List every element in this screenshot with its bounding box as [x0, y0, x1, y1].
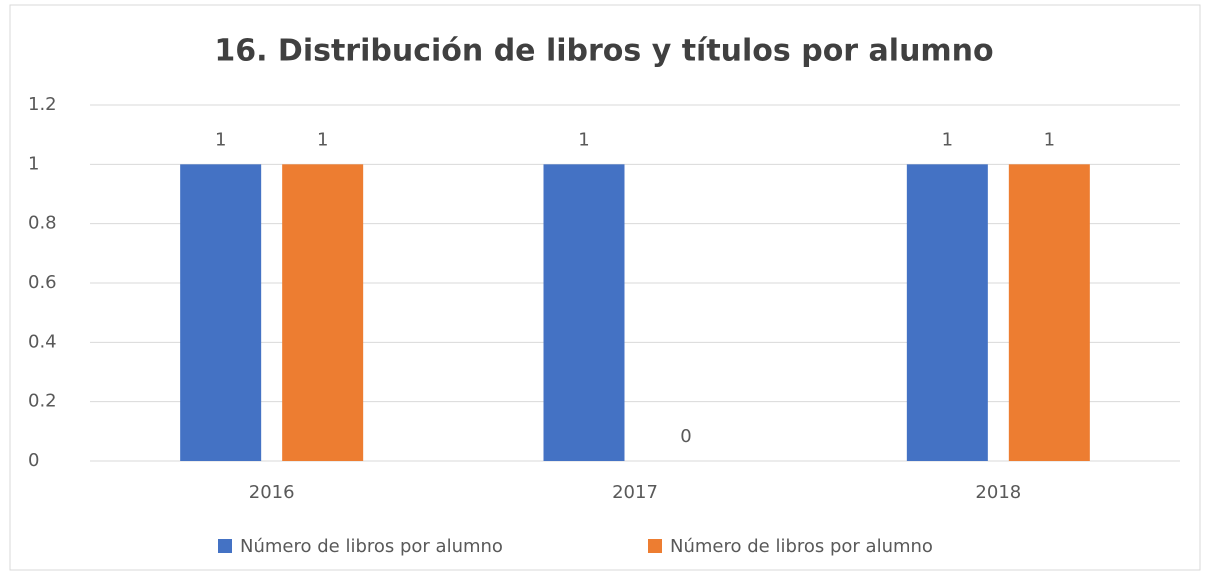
bar [906, 164, 988, 462]
legend-label: Número de libros por alumno [240, 536, 503, 557]
legend-swatch [218, 539, 232, 553]
bar [1008, 164, 1090, 462]
y-tick-label: 0 [28, 450, 39, 471]
x-tick-label: 2018 [975, 482, 1021, 503]
legend-label: Número de libros por alumno [670, 536, 933, 557]
data-label: 1 [578, 129, 589, 150]
bar [180, 164, 262, 462]
y-tick-label: 0.6 [28, 272, 57, 293]
bar [282, 164, 364, 462]
legend-swatch [648, 539, 662, 553]
chart-title: 16. Distribución de libros y títulos por… [214, 34, 993, 69]
data-label: 1 [1044, 129, 1055, 150]
y-tick-label: 1 [28, 153, 39, 174]
y-tick-label: 0.2 [28, 391, 57, 412]
x-tick-label: 2017 [612, 482, 658, 503]
y-tick-label: 0.4 [28, 331, 57, 352]
y-tick-label: 0.8 [28, 213, 57, 234]
data-label: 1 [215, 129, 226, 150]
data-label: 1 [942, 129, 953, 150]
bar [543, 164, 625, 462]
x-tick-label: 2016 [249, 482, 295, 503]
data-label: 0 [680, 426, 691, 447]
data-label: 1 [317, 129, 328, 150]
y-tick-label: 1.2 [28, 94, 57, 115]
